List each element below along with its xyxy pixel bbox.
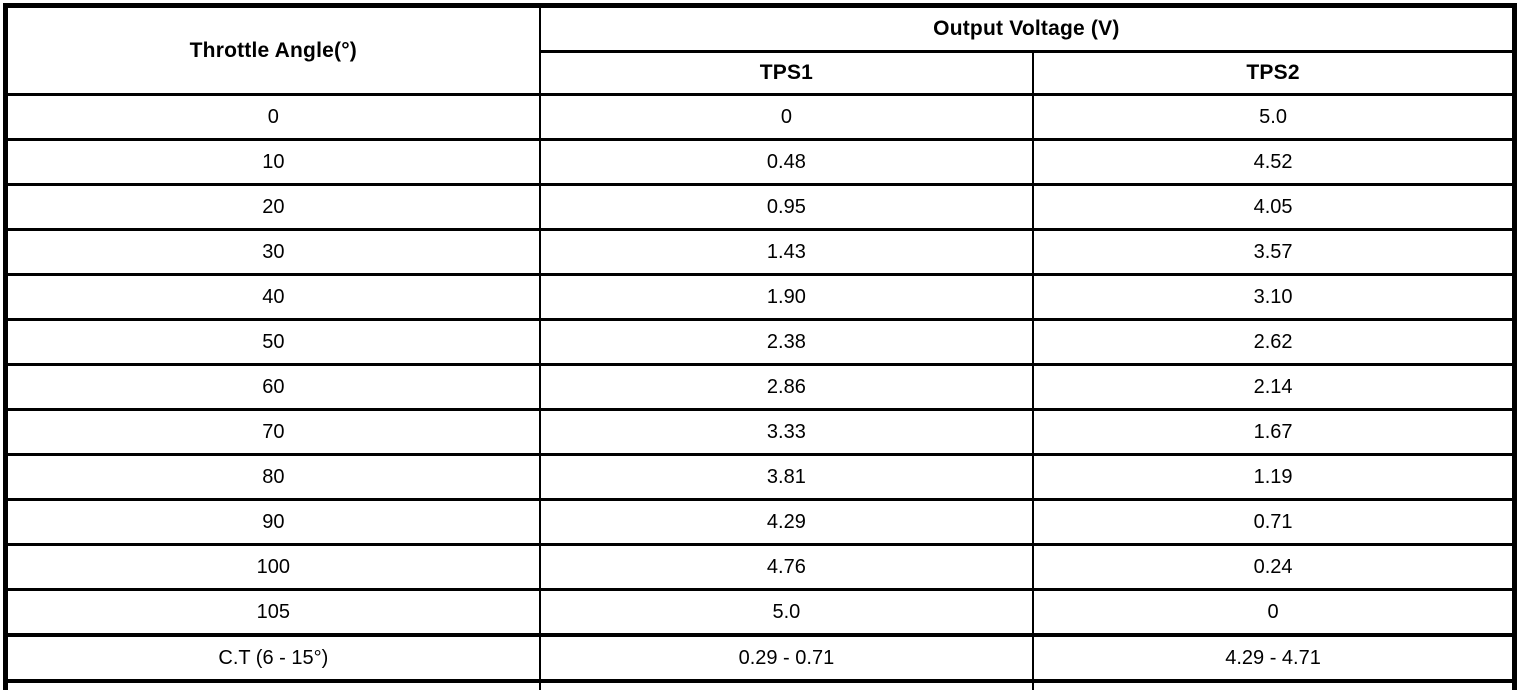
table-row: 40 1.90 3.10	[4, 273, 1516, 321]
table-row: 10 0.48 4.52	[4, 138, 1516, 186]
table-row: C.T (6 - 15°) 0.29 - 0.71 4.29 - 4.71	[4, 633, 1516, 683]
tps2-header: TPS2	[1032, 50, 1516, 96]
table-row: 70 3.33 1.67	[4, 408, 1516, 456]
tps1-cell: 0.48	[538, 138, 1035, 186]
tps1-cell: 0.95	[538, 183, 1035, 231]
tps2-cell: 2.14	[1032, 363, 1516, 411]
throttle-angle-cell: W.O.T (93 - 102°)	[4, 679, 541, 690]
throttle-angle-cell: 80	[4, 453, 541, 501]
tps1-cell: 5.0	[538, 588, 1035, 637]
tps2-cell: 4.52	[1032, 138, 1516, 186]
tps-voltage-table: Throttle Angle(°) Output Voltage (V) TPS…	[3, 3, 1517, 690]
tps1-cell: 2.86	[538, 363, 1035, 411]
tps1-cell: 4.43 - 4.86	[538, 679, 1035, 690]
table-row: 90 4.29 0.71	[4, 498, 1516, 546]
table-row: 30 1.43 3.57	[4, 228, 1516, 276]
tps1-cell: 3.33	[538, 408, 1035, 456]
tps2-cell: 3.10	[1032, 273, 1516, 321]
table-row: W.O.T (93 - 102°)4.43 - 4.860.14 - 0.57	[4, 679, 1516, 690]
tps1-cell: 4.29	[538, 498, 1035, 546]
output-voltage-header: Output Voltage (V)	[538, 4, 1516, 53]
throttle-angle-cell: 10	[4, 138, 541, 186]
header-row-group: Throttle Angle(°) Output Voltage (V)	[4, 4, 1516, 96]
tps1-cell: 3.81	[538, 453, 1035, 501]
tps1-cell: 1.90	[538, 273, 1035, 321]
tps1-cell: 0	[538, 93, 1035, 141]
table-row: 100 4.76 0.24	[4, 543, 1516, 591]
tps2-cell: 1.19	[1032, 453, 1516, 501]
throttle-angle-cell: 70	[4, 408, 541, 456]
tps2-cell: 4.29 - 4.71	[1032, 633, 1516, 683]
throttle-angle-cell: 60	[4, 363, 541, 411]
throttle-angle-cell: 105	[4, 588, 541, 637]
throttle-angle-cell: 50	[4, 318, 541, 366]
throttle-angle-cell: 90	[4, 498, 541, 546]
throttle-angle-cell: 100	[4, 543, 541, 591]
tps2-cell: 1.67	[1032, 408, 1516, 456]
throttle-angle-cell: C.T (6 - 15°)	[4, 633, 541, 683]
table-row: 20 0.95 4.05	[4, 183, 1516, 231]
table-row: 0 0 5.0	[4, 93, 1516, 141]
tps2-cell: 0.24	[1032, 543, 1516, 591]
table-row: 105 5.0 0	[4, 588, 1516, 637]
throttle-angle-cell: 30	[4, 228, 541, 276]
table-body: 0 0 5.0 10 0.48 4.52 20 0.95 4.05 30 1.43 3.57 40 1.9…	[4, 93, 1516, 690]
tps1-header: TPS1	[538, 50, 1035, 96]
throttle-angle-cell: 40	[4, 273, 541, 321]
tps1-cell: 1.43	[538, 228, 1035, 276]
header-row-sub: TPS1 TPS2	[6, 50, 1516, 96]
tps2-cell: 0	[1032, 588, 1516, 637]
table-row: 80 3.81 1.19	[4, 453, 1516, 501]
throttle-angle-cell: 20	[4, 183, 541, 231]
tps2-cell: 4.05	[1032, 183, 1516, 231]
throttle-angle-header: Throttle Angle(°)	[4, 4, 541, 96]
tps2-cell: 5.0	[1032, 93, 1516, 141]
tps1-cell: 0.29 - 0.71	[538, 633, 1035, 683]
throttle-angle-cell: 0	[4, 93, 541, 141]
tps2-cell: 3.57	[1032, 228, 1516, 276]
table-header: Throttle Angle(°) Output Voltage (V) TPS…	[4, 4, 1516, 96]
table-row: 60 2.86 2.14	[4, 363, 1516, 411]
tps1-cell: 2.38	[538, 318, 1035, 366]
tps2-cell: 2.62	[1032, 318, 1516, 366]
table-row: 50 2.38 2.62	[4, 318, 1516, 366]
tps2-cell: 0.71	[1032, 498, 1516, 546]
tps2-cell: 0.14 - 0.57	[1032, 679, 1516, 690]
tps1-cell: 4.76	[538, 543, 1035, 591]
